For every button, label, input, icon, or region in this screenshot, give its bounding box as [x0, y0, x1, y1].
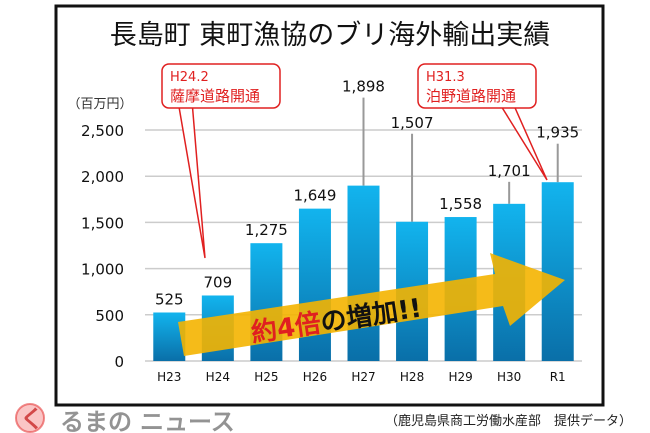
watermark-text-2: ニュース — [140, 408, 235, 433]
watermark-logo — [15, 403, 45, 433]
data-label: 525 — [155, 290, 184, 308]
x-tick-label: H26 — [303, 370, 327, 384]
data-label: 1,701 — [488, 162, 531, 180]
x-tick-label: H28 — [400, 370, 424, 384]
callout-text: 薩摩道路開通 — [170, 87, 260, 105]
callout-date: H31.3 — [426, 70, 465, 85]
x-tick-label: H27 — [351, 370, 375, 384]
chart-title: 長島町 東町漁協のブリ海外輸出実績 — [110, 20, 551, 51]
x-tick-label: H29 — [448, 370, 472, 384]
data-label: 1,935 — [536, 124, 579, 142]
y-tick-label: 1,500 — [81, 214, 124, 232]
x-tick-label: H23 — [157, 370, 181, 384]
x-tick-label: H24 — [206, 370, 230, 384]
data-label: 1,558 — [439, 195, 482, 213]
watermark-mark: く — [20, 405, 44, 433]
callout-box — [161, 63, 281, 109]
y-tick-label: 2,000 — [81, 168, 124, 186]
y-tick-label: 1,000 — [81, 261, 124, 279]
x-tick-label: H30 — [497, 370, 521, 384]
data-label: 1,898 — [342, 78, 385, 96]
data-label: 709 — [204, 273, 233, 291]
source-note: （鹿児島県商工労働水産部 提供データ） — [384, 414, 632, 429]
y-tick-label: 500 — [95, 307, 124, 325]
y-tick-label: 0 — [114, 353, 124, 371]
data-label: 1,507 — [391, 114, 434, 132]
y-tick-label: 2,500 — [81, 122, 124, 140]
bar-H23 — [153, 312, 186, 361]
callout-box — [417, 63, 537, 109]
x-tick-label: R1 — [550, 370, 566, 384]
callout-date: H24.2 — [170, 70, 209, 85]
bar-R1 — [541, 182, 574, 361]
watermark-text: るまの — [60, 408, 132, 433]
data-label: 1,649 — [293, 187, 336, 205]
data-label: 1,275 — [245, 221, 288, 239]
bar-H27 — [347, 185, 380, 361]
increase-arrow — [178, 253, 565, 356]
callout-text: 泊野道路開通 — [426, 87, 516, 105]
x-tick-label: H25 — [254, 370, 278, 384]
y-axis-label: （百万円） — [67, 97, 132, 112]
